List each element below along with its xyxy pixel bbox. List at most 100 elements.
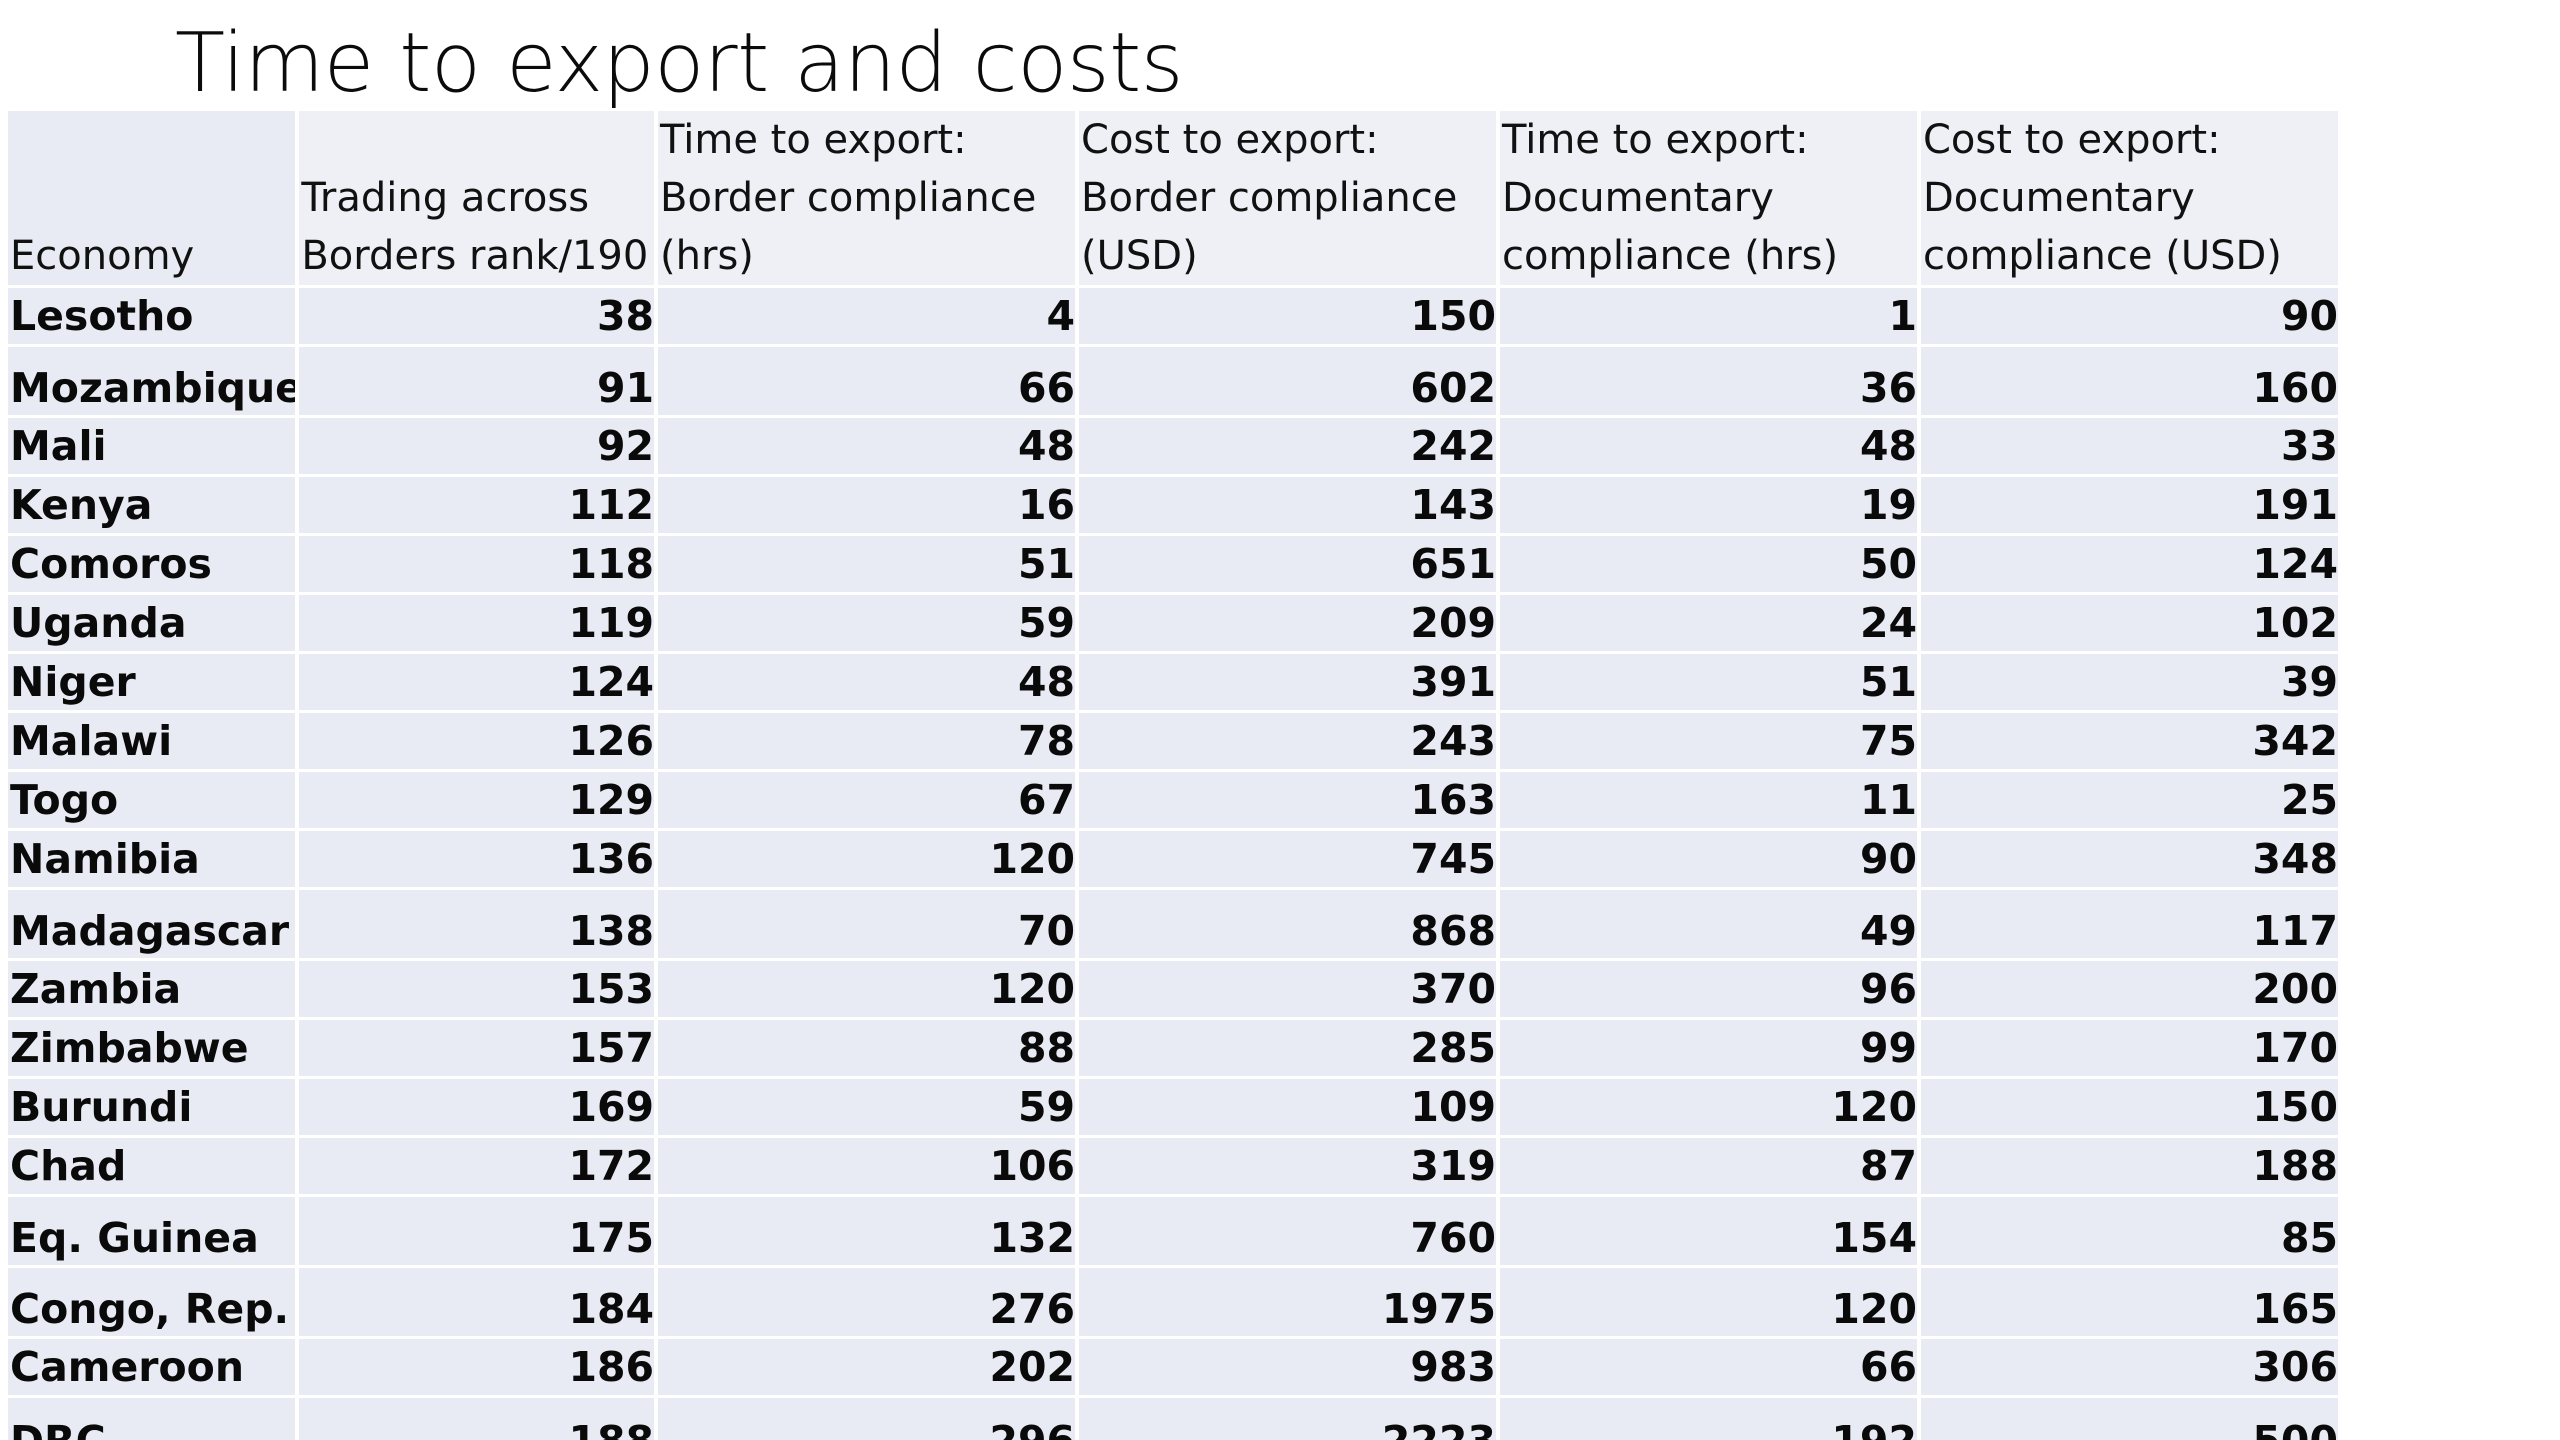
- cell-rank: 172: [299, 1138, 655, 1194]
- table-row: Chad 172 106 319 87 188: [8, 1138, 2338, 1194]
- table-row: Mali 92 48 242 48 33: [8, 418, 2338, 474]
- cell-border-cost: 163: [1079, 772, 1497, 828]
- cell-economy: Madagascar: [8, 890, 296, 958]
- table-row: Madagascar 138 70 868 49 117: [8, 890, 2338, 958]
- cell-doc-cost: 191: [1921, 477, 2338, 533]
- cell-economy: Namibia: [8, 831, 296, 887]
- table-row: Lesotho 38 4 150 1 90: [8, 288, 2338, 344]
- cell-doc-time: 75: [1500, 713, 1917, 769]
- cell-border-cost: 602: [1079, 347, 1497, 415]
- cell-border-time: 59: [658, 1079, 1076, 1135]
- table-row: DRC1882962223192500: [8, 1398, 2338, 1440]
- cell-border-cost: 2223: [1079, 1398, 1497, 1440]
- cell-rank: 92: [299, 418, 655, 474]
- header-economy: Economy: [8, 111, 296, 285]
- cell-border-cost: 760: [1079, 1197, 1497, 1265]
- header-doc-time: Time to export: Documentary compliance (…: [1500, 111, 1917, 285]
- cell-economy: Congo, Rep.: [8, 1268, 296, 1336]
- header-rank: Trading across Borders rank/190: [299, 111, 655, 285]
- cell-border-time: 106: [658, 1138, 1076, 1194]
- cell-border-time: 48: [658, 654, 1076, 710]
- cell-border-cost: 243: [1079, 713, 1497, 769]
- cell-border-time: 16: [658, 477, 1076, 533]
- cell-border-time: 59: [658, 595, 1076, 651]
- table-row: Malawi 126 78 243 75 342: [8, 713, 2338, 769]
- cell-border-cost: 143: [1079, 477, 1497, 533]
- cell-doc-cost: 170: [1921, 1020, 2338, 1076]
- cell-economy: DRC: [8, 1398, 296, 1440]
- cell-economy: Mozambique: [8, 347, 296, 415]
- cell-doc-cost: 124: [1921, 536, 2338, 592]
- cell-doc-time: 48: [1500, 418, 1917, 474]
- cell-economy: Chad: [8, 1138, 296, 1194]
- cell-economy: Malawi: [8, 713, 296, 769]
- cell-border-cost: 109: [1079, 1079, 1497, 1135]
- cell-border-time: 132: [658, 1197, 1076, 1265]
- cell-rank: 153: [299, 961, 655, 1017]
- cell-border-time: 66: [658, 347, 1076, 415]
- cell-rank: 112: [299, 477, 655, 533]
- cell-border-cost: 209: [1079, 595, 1497, 651]
- cell-doc-time: 90: [1500, 831, 1917, 887]
- table-row: Namibia 136 120 745 90 348: [8, 831, 2338, 887]
- cell-border-cost: 1975: [1079, 1268, 1497, 1336]
- cell-economy: Eq. Guinea: [8, 1197, 296, 1265]
- cell-rank: 175: [299, 1197, 655, 1265]
- cell-border-time: 78: [658, 713, 1076, 769]
- cell-doc-time: 99: [1500, 1020, 1917, 1076]
- cell-rank: 91: [299, 347, 655, 415]
- table-body: Lesotho 38 4 150 1 90 Mozambique 91 66 602 36 160 Ma…: [8, 288, 2338, 1440]
- cell-doc-cost: 165: [1921, 1268, 2338, 1336]
- cell-border-time: 296: [658, 1398, 1076, 1440]
- cell-rank: 129: [299, 772, 655, 828]
- cell-economy: Uganda: [8, 595, 296, 651]
- cell-doc-time: 120: [1500, 1079, 1917, 1135]
- cell-doc-cost: 348: [1921, 831, 2338, 887]
- table-row: Zimbabwe 157 88 285 99 170: [8, 1020, 2338, 1076]
- cell-rank: 188: [299, 1398, 655, 1440]
- cell-doc-time: 19: [1500, 477, 1917, 533]
- table-row: Eq. Guinea 175 132 760 154 85: [8, 1197, 2338, 1265]
- cell-rank: 119: [299, 595, 655, 651]
- cell-doc-cost: 33: [1921, 418, 2338, 474]
- table-row: Zambia 153 120 370 96 200: [8, 961, 2338, 1017]
- cell-border-time: 48: [658, 418, 1076, 474]
- cell-border-time: 276: [658, 1268, 1076, 1336]
- cell-doc-cost: 85: [1921, 1197, 2338, 1265]
- cell-border-time: 120: [658, 831, 1076, 887]
- cell-doc-time: 36: [1500, 347, 1917, 415]
- cell-doc-cost: 306: [1921, 1339, 2338, 1395]
- cell-doc-time: 51: [1500, 654, 1917, 710]
- cell-border-cost: 983: [1079, 1339, 1497, 1395]
- cell-border-cost: 242: [1079, 418, 1497, 474]
- cell-doc-time: 1: [1500, 288, 1917, 344]
- cell-rank: 186: [299, 1339, 655, 1395]
- cell-doc-cost: 342: [1921, 713, 2338, 769]
- cell-doc-cost: 200: [1921, 961, 2338, 1017]
- cell-doc-time: 154: [1500, 1197, 1917, 1265]
- cell-border-cost: 745: [1079, 831, 1497, 887]
- cell-doc-time: 49: [1500, 890, 1917, 958]
- table-row: Cameroon 186 202 983 66 306: [8, 1339, 2338, 1395]
- cell-rank: 169: [299, 1079, 655, 1135]
- table-row: Burundi 169 59 109 120 150: [8, 1079, 2338, 1135]
- cell-doc-cost: 500: [1921, 1398, 2338, 1440]
- cell-rank: 136: [299, 831, 655, 887]
- table-row: Mozambique 91 66 602 36 160: [8, 347, 2338, 415]
- cell-doc-time: 96: [1500, 961, 1917, 1017]
- cell-doc-cost: 90: [1921, 288, 2338, 344]
- cell-economy: Burundi: [8, 1079, 296, 1135]
- cell-rank: 157: [299, 1020, 655, 1076]
- cell-rank: 138: [299, 890, 655, 958]
- cell-doc-cost: 39: [1921, 654, 2338, 710]
- cell-doc-cost: 117: [1921, 890, 2338, 958]
- cell-economy: Mali: [8, 418, 296, 474]
- cell-border-time: 88: [658, 1020, 1076, 1076]
- cell-doc-time: 120: [1500, 1268, 1917, 1336]
- cell-border-cost: 319: [1079, 1138, 1497, 1194]
- table-container: Economy Trading across Borders rank/190 …: [8, 108, 2342, 1440]
- cell-rank: 38: [299, 288, 655, 344]
- table-row: Congo, Rep. 184 276 1975 120 165: [8, 1268, 2338, 1336]
- cell-border-time: 51: [658, 536, 1076, 592]
- cell-economy: Zambia: [8, 961, 296, 1017]
